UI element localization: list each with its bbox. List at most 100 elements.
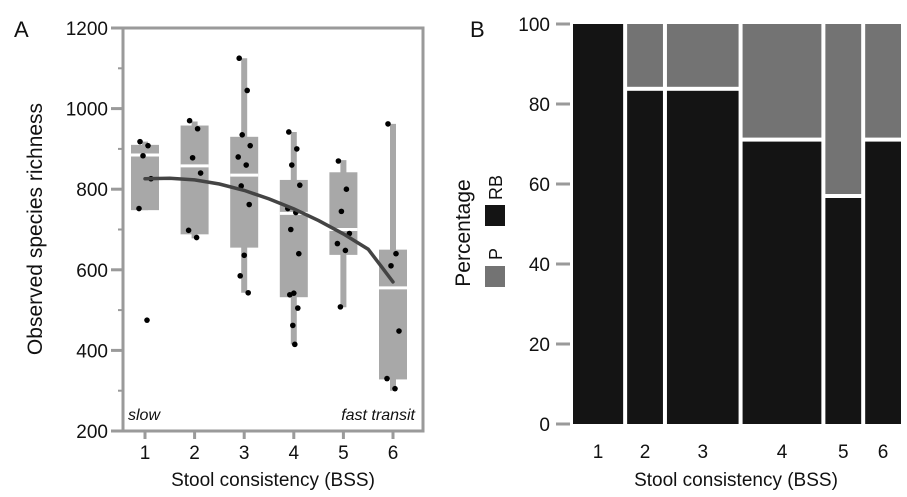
x-tick-label: 1	[593, 442, 604, 463]
data-point	[292, 341, 298, 348]
panel-a-x-title: Stool consistency (BSS)	[171, 470, 375, 491]
data-point	[239, 131, 245, 138]
panel-a: A 200 400 600 800 1000 1200 1 2 3 4 5 6 slow fast …	[14, 17, 425, 491]
data-point	[338, 208, 345, 215]
x-tick-label: 5	[838, 442, 849, 463]
data-point	[140, 152, 146, 159]
data-point	[235, 154, 241, 160]
panel-b-y-axis: 0 20 40 60 80 100	[518, 15, 570, 436]
y-tick-label: 0	[539, 415, 550, 436]
box	[279, 179, 308, 298]
data-point	[197, 170, 204, 176]
data-point	[244, 87, 250, 94]
y-tick-label: 20	[529, 335, 550, 356]
x-tick-label: 2	[189, 443, 200, 464]
x-tick-label: 2	[640, 442, 651, 463]
x-tick-label: 4	[777, 442, 788, 463]
legend-swatch-rb	[485, 205, 505, 226]
bar-segment-rb	[742, 141, 822, 424]
panel-b-x-title: Stool consistency (BSS)	[634, 470, 838, 491]
data-point	[385, 121, 391, 127]
y-tick-label: 1200	[66, 19, 108, 40]
y-tick-label: 600	[76, 261, 108, 282]
y-tick-label: 400	[76, 341, 108, 362]
data-point	[335, 158, 342, 164]
data-point	[342, 247, 349, 254]
data-point	[243, 162, 249, 168]
data-point	[186, 117, 193, 124]
panel-a-x-axis: 1 2 3 4 5 6	[140, 431, 399, 464]
bar-segment-p	[627, 24, 663, 87]
bar-segment-p	[825, 24, 862, 194]
annotation-slow: slow	[128, 407, 161, 424]
data-point	[393, 250, 399, 257]
panel-a-boxes	[131, 58, 407, 391]
panel-b-x-axis: 1 2 3 4 5 6	[593, 442, 889, 463]
panel-a-frame	[121, 26, 425, 433]
data-point	[294, 146, 300, 152]
bar-segment-rb	[627, 90, 663, 425]
data-point	[246, 201, 252, 208]
panel-b-y-title: Percentage	[452, 179, 475, 286]
data-point	[185, 227, 192, 234]
panel-a-y-title: Observed species richness	[24, 103, 47, 355]
trend-curve	[143, 176, 395, 284]
bar-segment-p	[865, 24, 901, 138]
x-tick-label: 6	[878, 442, 889, 463]
bar-segment-rb	[573, 24, 624, 424]
y-tick-label: 100	[518, 15, 550, 36]
data-point	[337, 304, 344, 310]
y-tick-label: 200	[76, 422, 108, 443]
x-tick-label: 1	[140, 443, 151, 464]
data-point	[237, 273, 243, 279]
legend-label-p: P	[486, 248, 506, 260]
data-point	[396, 328, 402, 334]
panel-a-y-axis: 200 400 600 800 1000 1200	[66, 19, 123, 443]
bar-segment-p	[742, 24, 822, 138]
data-point	[189, 154, 196, 161]
data-point	[384, 375, 390, 382]
x-tick-label: 6	[388, 443, 399, 464]
bar-segment-p	[666, 24, 739, 87]
data-point	[288, 226, 294, 233]
bar-segment-rb	[825, 198, 862, 424]
panel-a-y-minor-ticks	[118, 67, 123, 392]
data-point	[247, 142, 253, 149]
data-point	[286, 129, 292, 135]
panel-b-bars	[573, 24, 901, 425]
data-point	[287, 291, 293, 298]
bar-segment-rb	[865, 141, 901, 424]
data-point	[388, 262, 394, 269]
bar-segment-rb	[666, 90, 739, 425]
data-point	[289, 162, 295, 168]
x-tick-label: 5	[338, 443, 349, 464]
y-tick-label: 60	[529, 175, 550, 196]
data-point	[145, 142, 151, 149]
data-point	[137, 138, 143, 145]
data-point	[144, 317, 150, 323]
data-point	[334, 240, 341, 247]
data-point	[194, 125, 201, 132]
data-point	[392, 385, 398, 392]
x-tick-label: 4	[289, 443, 300, 464]
legend: RB P	[485, 175, 506, 287]
box	[329, 172, 358, 255]
y-tick-label: 40	[529, 255, 550, 276]
data-point	[297, 182, 303, 188]
data-point	[296, 250, 302, 257]
data-point	[241, 252, 247, 259]
panel-a-points	[136, 55, 402, 392]
data-point	[343, 186, 350, 192]
legend-label-rb: RB	[486, 175, 506, 200]
panel-a-label: A	[14, 17, 29, 42]
annotation-fast-transit: fast transit	[341, 407, 415, 424]
data-point	[236, 55, 242, 62]
data-point	[238, 183, 244, 189]
data-point	[295, 305, 301, 311]
data-point	[193, 234, 200, 241]
data-point	[290, 322, 296, 329]
data-point	[245, 289, 251, 296]
legend-swatch-p	[485, 266, 505, 287]
